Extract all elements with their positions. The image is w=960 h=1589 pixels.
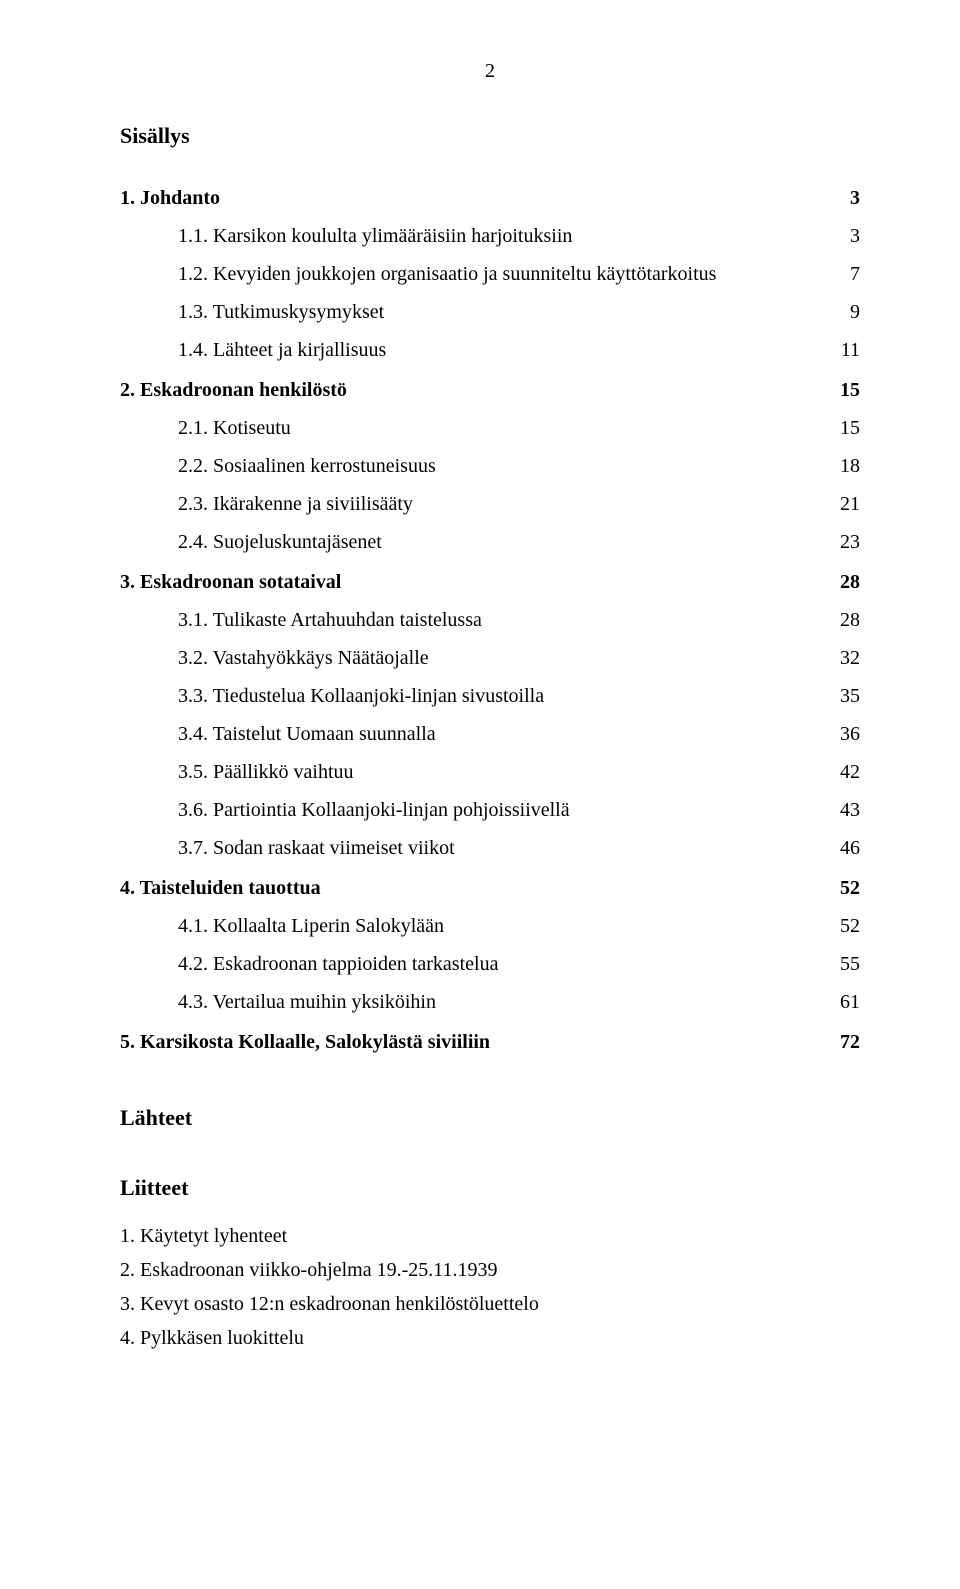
toc-entry: 2.4. Suojeluskuntajäsenet23 (120, 523, 860, 561)
appendix-item: 1. Käytetyt lyhenteet (120, 1219, 860, 1253)
appendices-heading: Liitteet (120, 1175, 860, 1201)
toc-entry-label: 4.1. Kollaalta Liperin Salokylään (178, 907, 830, 945)
toc-entry-label: 4.3. Vertailua muihin yksiköihin (178, 983, 830, 1021)
toc-entry-label: 3. Eskadroonan sotataival (120, 563, 830, 601)
page-number: 2 (120, 60, 860, 83)
toc-entry-label: 2. Eskadroonan henkilöstö (120, 371, 830, 409)
toc-entry-label: 3.3. Tiedustelua Kollaanjoki-linjan sivu… (178, 677, 830, 715)
appendices-list: 1. Käytetyt lyhenteet2. Eskadroonan viik… (120, 1219, 860, 1355)
toc-entry-page: 11 (830, 331, 860, 369)
toc-entry-label: 1.2. Kevyiden joukkojen organisaatio ja … (178, 255, 830, 293)
toc-entry: 3.1. Tulikaste Artahuuhdan taistelussa28 (120, 601, 860, 639)
toc-entry-page: 28 (830, 601, 860, 639)
toc-entry-label: 4.2. Eskadroonan tappioiden tarkastelua (178, 945, 830, 983)
toc-entry: 2.1. Kotiseutu15 (120, 409, 860, 447)
toc-entry-page: 3 (830, 179, 860, 217)
toc-entry-label: 1.3. Tutkimuskysymykset (178, 293, 830, 331)
toc-entry: 4.2. Eskadroonan tappioiden tarkastelua5… (120, 945, 860, 983)
appendix-item: 2. Eskadroonan viikko-ohjelma 19.-25.11.… (120, 1253, 860, 1287)
toc-entry: 1.2. Kevyiden joukkojen organisaatio ja … (120, 255, 860, 293)
toc-entry: 4.1. Kollaalta Liperin Salokylään52 (120, 907, 860, 945)
toc-entry-label: 3.6. Partiointia Kollaanjoki-linjan pohj… (178, 791, 830, 829)
toc-entry-page: 55 (830, 945, 860, 983)
toc-entry-page: 23 (830, 523, 860, 561)
toc-entry: 1.1. Karsikon koululta ylimääräisiin har… (120, 217, 860, 255)
toc-entry: 1.3. Tutkimuskysymykset9 (120, 293, 860, 331)
toc-entry: 3. Eskadroonan sotataival28 (120, 563, 860, 601)
toc-entry-label: 1.4. Lähteet ja kirjallisuus (178, 331, 830, 369)
document-page: 2 Sisällys 1. Johdanto31.1. Karsikon kou… (0, 0, 960, 1589)
toc-entry-page: 21 (830, 485, 860, 523)
toc-entry: 1.4. Lähteet ja kirjallisuus11 (120, 331, 860, 369)
appendix-item: 3. Kevyt osasto 12:n eskadroonan henkilö… (120, 1287, 860, 1321)
toc-entry-page: 3 (830, 217, 860, 255)
toc-entry-label: 3.4. Taistelut Uomaan suunnalla (178, 715, 830, 753)
toc-entry-label: 1.1. Karsikon koululta ylimääräisiin har… (178, 217, 830, 255)
toc-entry: 1. Johdanto3 (120, 179, 860, 217)
toc-entry-label: 3.5. Päällikkö vaihtuu (178, 753, 830, 791)
toc-entry-label: 1. Johdanto (120, 179, 830, 217)
toc-entry: 2. Eskadroonan henkilöstö15 (120, 371, 860, 409)
toc-entry: 2.2. Sosiaalinen kerrostuneisuus18 (120, 447, 860, 485)
toc-entry-label: 3.2. Vastahyökkäys Näätäojalle (178, 639, 830, 677)
toc-entry-page: 35 (830, 677, 860, 715)
toc-entry-label: 2.2. Sosiaalinen kerrostuneisuus (178, 447, 830, 485)
toc-entry: 2.3. Ikärakenne ja siviilisääty21 (120, 485, 860, 523)
toc-entry-page: 15 (830, 371, 860, 409)
toc-entry-label: 3.1. Tulikaste Artahuuhdan taistelussa (178, 601, 830, 639)
toc-entry-label: 5. Karsikosta Kollaalle, Salokylästä siv… (120, 1023, 830, 1061)
toc-entry-page: 52 (830, 907, 860, 945)
toc-entry-page: 9 (830, 293, 860, 331)
toc-entry-page: 72 (830, 1023, 860, 1061)
toc-entry-page: 36 (830, 715, 860, 753)
appendix-item: 4. Pylkkäsen luokittelu (120, 1321, 860, 1355)
sources-heading: Lähteet (120, 1105, 860, 1131)
toc-entry-label: 4. Taisteluiden tauottua (120, 869, 830, 907)
toc-entry-label: 2.1. Kotiseutu (178, 409, 830, 447)
toc-entry-page: 18 (830, 447, 860, 485)
bottom-section: Lähteet Liitteet 1. Käytetyt lyhenteet2.… (120, 1105, 860, 1355)
toc-entry-page: 15 (830, 409, 860, 447)
toc-entry-page: 42 (830, 753, 860, 791)
toc-entry: 3.4. Taistelut Uomaan suunnalla36 (120, 715, 860, 753)
toc-entry-page: 28 (830, 563, 860, 601)
toc-entry-page: 46 (830, 829, 860, 867)
toc-entry: 3.7. Sodan raskaat viimeiset viikot46 (120, 829, 860, 867)
toc-entry-label: 2.4. Suojeluskuntajäsenet (178, 523, 830, 561)
toc-entry-page: 32 (830, 639, 860, 677)
toc-entry-label: 3.7. Sodan raskaat viimeiset viikot (178, 829, 830, 867)
toc-entry: 4.3. Vertailua muihin yksiköihin61 (120, 983, 860, 1021)
toc-entry-page: 52 (830, 869, 860, 907)
toc-entry-label: 2.3. Ikärakenne ja siviilisääty (178, 485, 830, 523)
toc-entry: 3.6. Partiointia Kollaanjoki-linjan pohj… (120, 791, 860, 829)
toc-entry: 5. Karsikosta Kollaalle, Salokylästä siv… (120, 1023, 860, 1061)
toc-entry: 3.5. Päällikkö vaihtuu42 (120, 753, 860, 791)
toc-entry-page: 7 (830, 255, 860, 293)
table-of-contents: 1. Johdanto31.1. Karsikon koululta ylimä… (120, 179, 860, 1061)
toc-entry: 3.2. Vastahyökkäys Näätäojalle32 (120, 639, 860, 677)
toc-entry-page: 61 (830, 983, 860, 1021)
toc-entry: 3.3. Tiedustelua Kollaanjoki-linjan sivu… (120, 677, 860, 715)
toc-entry-page: 43 (830, 791, 860, 829)
toc-entry: 4. Taisteluiden tauottua52 (120, 869, 860, 907)
toc-title: Sisällys (120, 123, 860, 149)
